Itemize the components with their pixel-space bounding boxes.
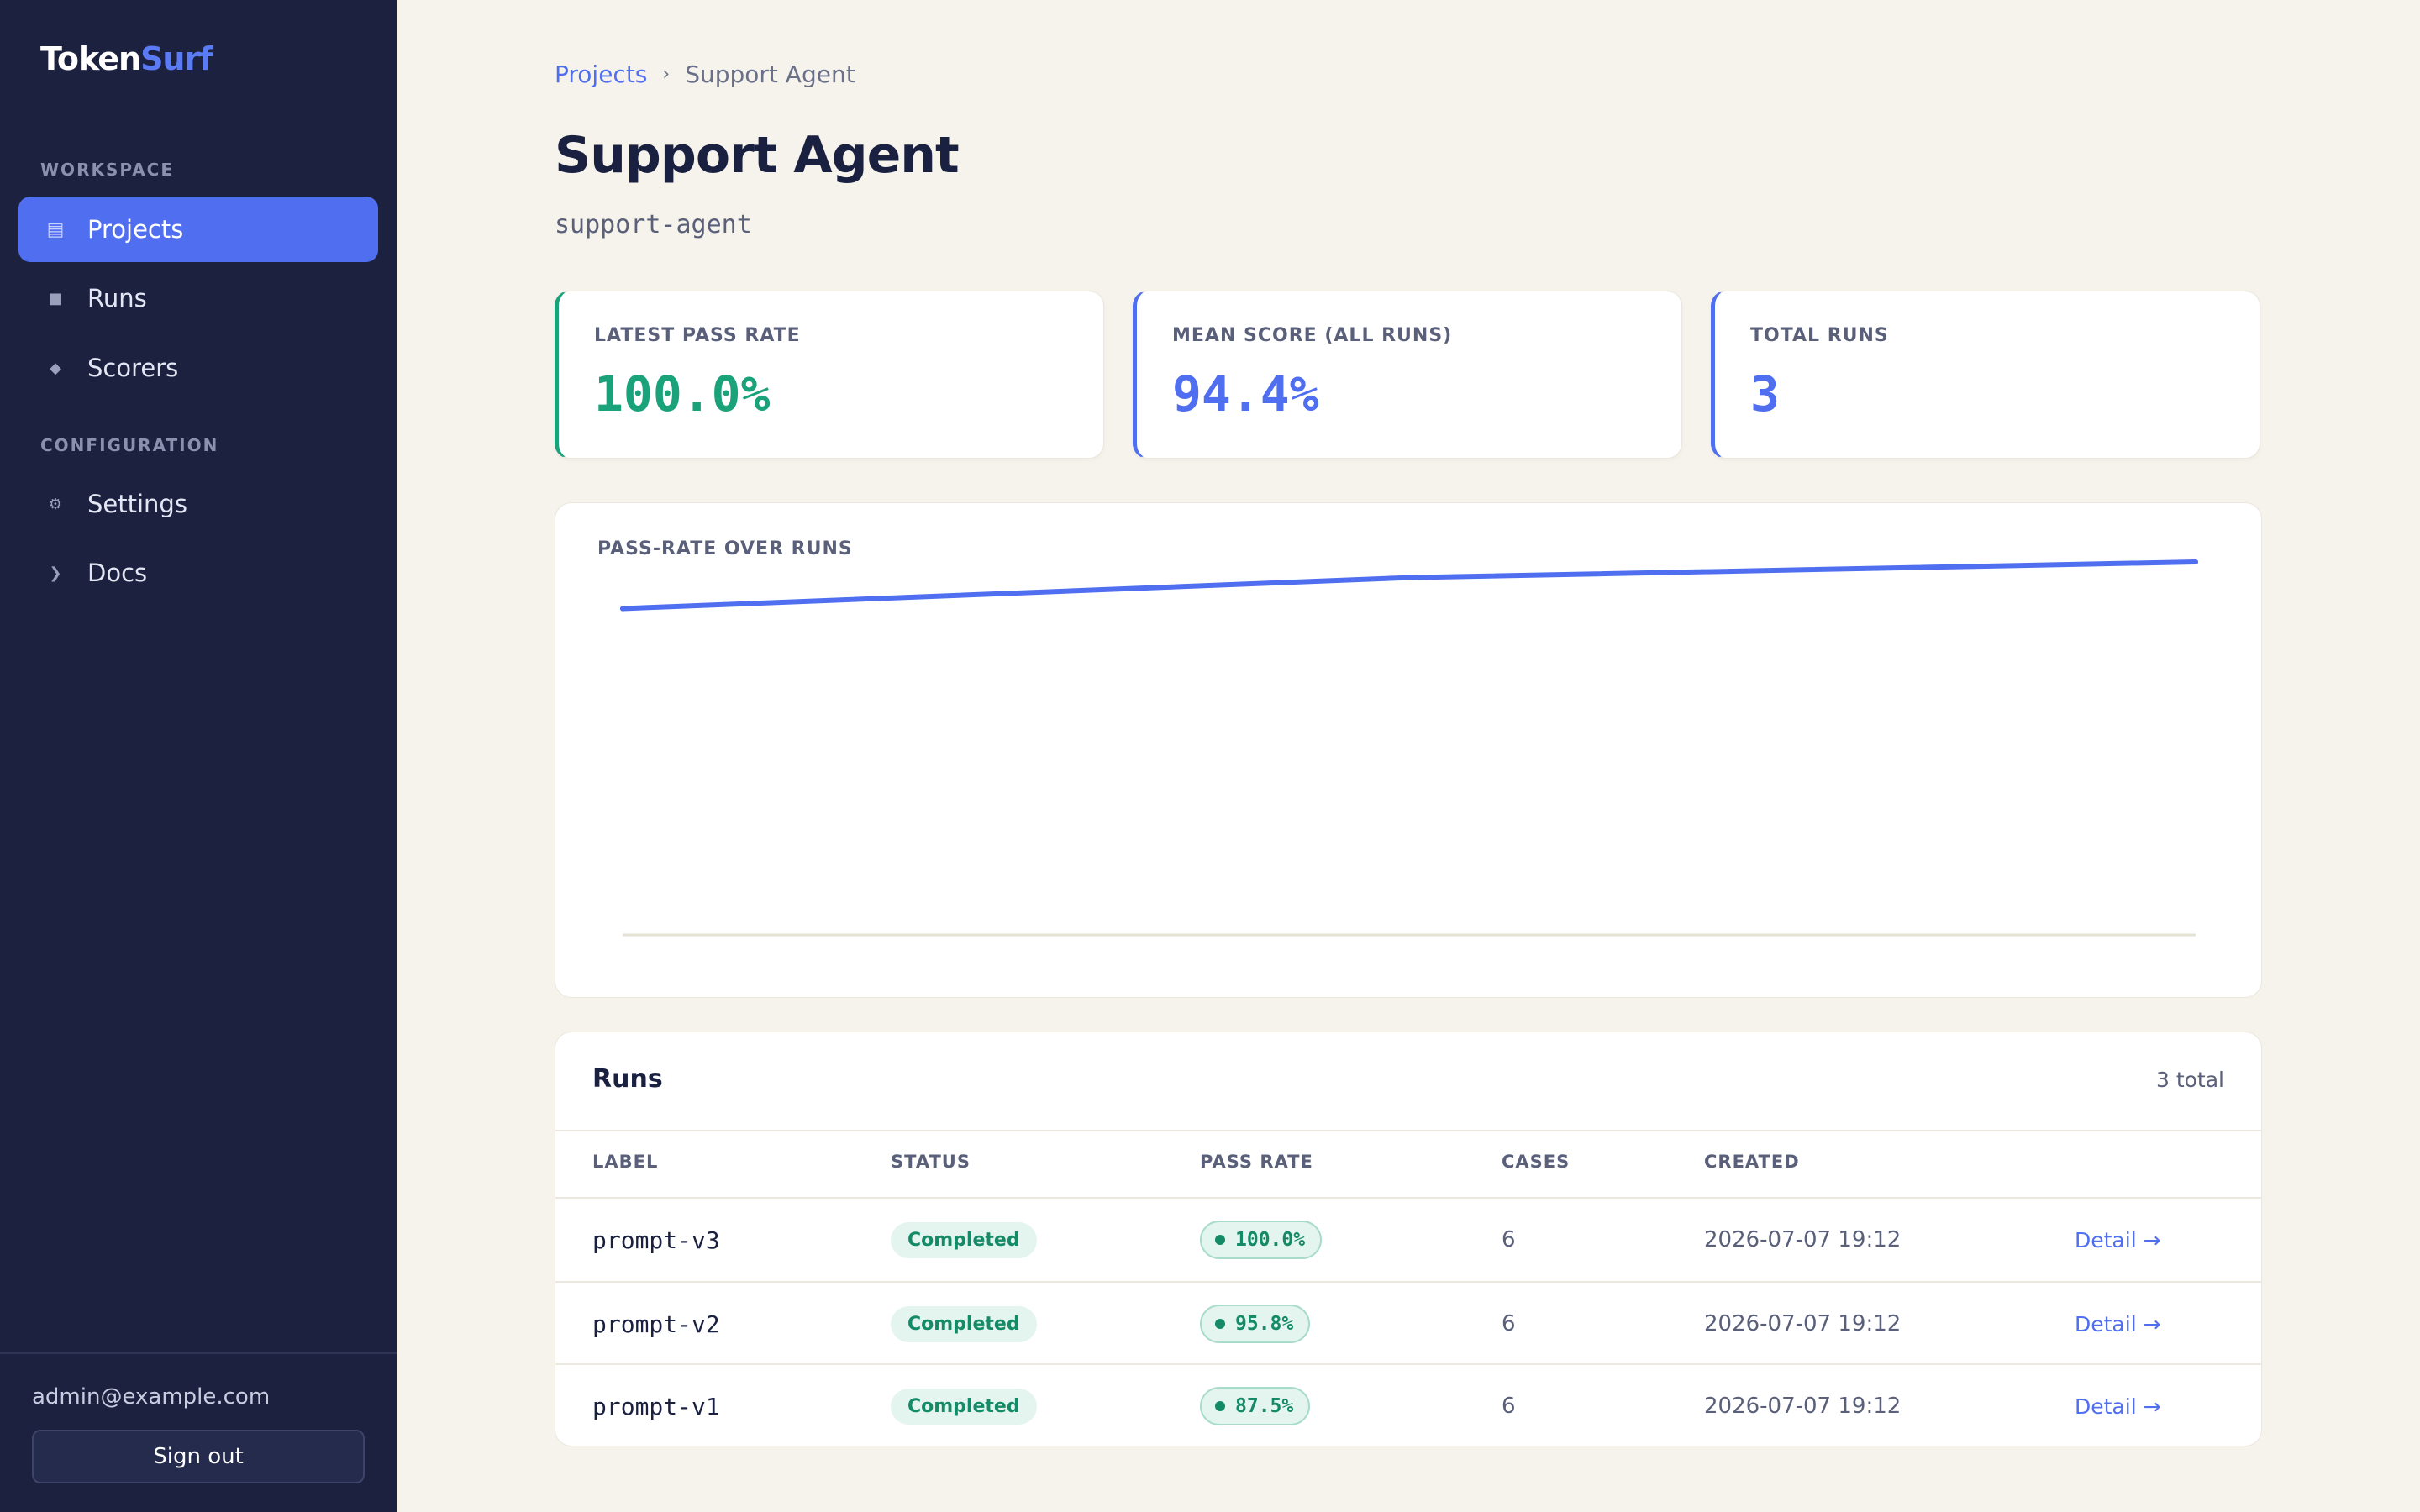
detail-link-cell: Detail → (2075, 1199, 2161, 1281)
nav-section-workspace: WORKSPACE (40, 160, 175, 180)
runs-table-card: Runs 3 total LABEL STATUS PASS RATE CASE… (555, 1032, 2262, 1446)
chevron-right-icon: ❯ (49, 564, 62, 582)
stat-label: MEAN SCORE (ALL RUNS) (1172, 325, 1453, 346)
table-divider (555, 1363, 2261, 1365)
sidebar-item-label: Runs (87, 284, 147, 312)
status-cell: Completed (891, 1283, 1037, 1365)
breadcrumb: Projects › Support Agent (555, 60, 855, 88)
cases-count: 6 (1502, 1394, 1516, 1419)
status-dot-icon (1215, 1401, 1225, 1411)
page-title: Support Agent (555, 126, 960, 185)
stat-card-latest-pass-rate: LATEST PASS RATE 100.0% (555, 291, 1104, 459)
status-badge: Completed (891, 1388, 1037, 1425)
table-row[interactable]: prompt-v2 Completed 95.8% 6 2026-07-07 1… (555, 1283, 2261, 1365)
table-divider (555, 1130, 2261, 1131)
pass-rate-point-prompt-v1[interactable] (620, 606, 625, 612)
cases-count: 6 (1502, 1227, 1516, 1252)
sidebar-item-settings[interactable]: ⚙ Settings (18, 471, 378, 537)
table-row[interactable]: prompt-v1 Completed 87.5% 6 2026-07-07 1… (555, 1365, 2261, 1446)
pass-rate-badge: 95.8% (1200, 1305, 1311, 1343)
run-label: prompt-v3 (592, 1226, 720, 1254)
sidebar-item-scorers[interactable]: ◆ Scorers (18, 335, 378, 401)
status-cell: Completed (891, 1365, 1037, 1446)
breadcrumb-projects-link[interactable]: Projects (555, 60, 648, 88)
pass-rate-value: 100.0% (1235, 1229, 1306, 1251)
stat-card-total-runs: TOTAL RUNS 3 (1711, 291, 2260, 459)
pass-rate-chart (620, 559, 2198, 937)
diamond-icon: ◆ (50, 359, 61, 377)
created-timestamp: 2026-07-07 19:12 (1704, 1394, 1902, 1419)
detail-link-cell: Detail → (2075, 1283, 2161, 1365)
pass-rate-series-line (620, 559, 2198, 612)
column-header-status[interactable]: STATUS (891, 1152, 971, 1172)
pass-rate-badge: 100.0% (1200, 1221, 1323, 1259)
detail-link[interactable]: Detail → (2075, 1311, 2161, 1336)
pass-rate-point-prompt-v3[interactable] (2193, 559, 2198, 564)
status-dot-icon (1215, 1235, 1225, 1245)
stat-card-mean-score: MEAN SCORE (ALL RUNS) 94.4% (1133, 291, 1682, 459)
logo-text-token: Token (40, 40, 141, 77)
stat-label: LATEST PASS RATE (594, 325, 801, 346)
runs-title: Runs (592, 1064, 663, 1094)
project-slug: support-agent (555, 210, 752, 239)
pass-rate-cell: 95.8% (1200, 1283, 1311, 1365)
pass-rate-value: 95.8% (1235, 1313, 1294, 1335)
created-timestamp: 2026-07-07 19:12 (1704, 1311, 1902, 1336)
pass-rate-cell: 100.0% (1200, 1199, 1323, 1281)
pass-rate-cell: 87.5% (1200, 1365, 1311, 1446)
runs-count: 3 total (2155, 1068, 2224, 1092)
run-label: prompt-v1 (592, 1392, 720, 1420)
sidebar-item-docs[interactable]: ❯ Docs (18, 540, 378, 606)
stat-label: TOTAL RUNS (1750, 325, 1889, 346)
stat-value: 3 (1750, 365, 1780, 423)
folder-icon: ▤ (46, 218, 65, 240)
created-timestamp: 2026-07-07 19:12 (1704, 1227, 1902, 1252)
logo-text-surf: Surf (140, 40, 213, 77)
gear-icon: ⚙ (48, 495, 63, 513)
detail-link[interactable]: Detail → (2075, 1227, 2161, 1252)
sidebar-divider (0, 1352, 397, 1354)
column-header-pass-rate[interactable]: PASS RATE (1200, 1152, 1313, 1172)
stat-value: 94.4% (1172, 365, 1319, 423)
status-badge: Completed (891, 1305, 1037, 1342)
detail-link-cell: Detail → (2075, 1365, 2161, 1446)
status-dot-icon (1215, 1319, 1225, 1329)
column-header-created[interactable]: CREATED (1704, 1152, 1800, 1172)
logo[interactable]: TokenSurf (40, 40, 213, 77)
sidebar-item-projects[interactable]: ▤ Projects (18, 197, 378, 262)
user-email: admin@example.com (32, 1384, 271, 1410)
sidebar-item-label: Docs (87, 559, 148, 587)
status-badge: Completed (891, 1221, 1037, 1258)
table-divider (555, 1281, 2261, 1283)
status-cell: Completed (891, 1199, 1037, 1281)
stat-value: 100.0% (594, 365, 771, 423)
chart-title: PASS-RATE OVER RUNS (597, 538, 853, 559)
nav-section-configuration: CONFIGURATION (40, 435, 219, 455)
breadcrumb-current: Support Agent (685, 60, 855, 88)
pass-rate-value: 87.5% (1235, 1395, 1294, 1417)
column-header-cases[interactable]: CASES (1502, 1152, 1570, 1172)
pass-rate-badge: 87.5% (1200, 1387, 1311, 1425)
cases-count: 6 (1502, 1311, 1516, 1336)
sidebar-item-runs[interactable]: ■ Runs (18, 265, 378, 331)
table-row[interactable]: prompt-v3 Completed 100.0% 6 2026-07-07 … (555, 1199, 2261, 1281)
sidebar-item-label: Settings (87, 490, 187, 518)
table-divider (555, 1197, 2261, 1199)
sidebar-item-label: Projects (87, 215, 184, 244)
column-header-label[interactable]: LABEL (592, 1152, 659, 1172)
run-label: prompt-v2 (592, 1310, 720, 1338)
list-icon: ■ (48, 289, 63, 307)
sign-out-button[interactable]: Sign out (32, 1430, 365, 1483)
sidebar-item-label: Scorers (87, 354, 179, 382)
detail-link[interactable]: Detail → (2075, 1394, 2161, 1419)
pass-rate-point-prompt-v2[interactable] (1407, 575, 1412, 580)
pass-rate-chart-card: PASS-RATE OVER RUNS (555, 502, 2262, 998)
breadcrumb-separator-icon: › (662, 64, 671, 85)
sidebar: TokenSurf WORKSPACE ▤ Projects ■ Runs ◆ … (0, 0, 397, 1512)
